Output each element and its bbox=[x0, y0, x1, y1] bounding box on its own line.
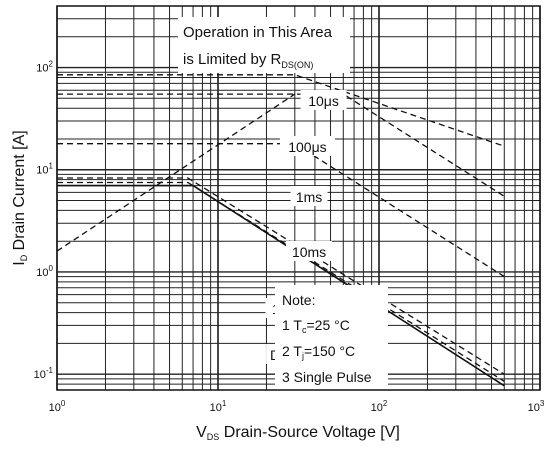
x-tick-label: 103 bbox=[528, 399, 545, 414]
segment-label-bg bbox=[279, 136, 335, 156]
limit-annotation-main: is Limited by R bbox=[183, 51, 282, 68]
note-main: 1 T bbox=[282, 317, 302, 333]
note-sub: c bbox=[302, 325, 307, 335]
note-rest: =150 °C bbox=[304, 343, 355, 359]
tick-exponent: 2 bbox=[383, 399, 388, 408]
note-sub: j bbox=[301, 351, 304, 361]
note-rest: =25 °C bbox=[306, 317, 349, 333]
tick-base: 10 bbox=[371, 402, 383, 414]
x-tick-label: 101 bbox=[210, 399, 227, 414]
series-line-100s bbox=[57, 93, 505, 197]
y-axis-label-main: I bbox=[11, 261, 28, 265]
series-line-10ms bbox=[57, 177, 505, 375]
series-line-1ms bbox=[57, 143, 505, 278]
x-axis-label-sub: DS bbox=[207, 432, 220, 442]
y-tick-label: 101 bbox=[36, 162, 53, 177]
series-line-rdsonlimit bbox=[56, 93, 296, 252]
segment-label-bg bbox=[286, 241, 333, 261]
note-line: 2 Tj=150 °C bbox=[282, 343, 355, 361]
note-line: 1 Tc=25 °C bbox=[282, 317, 350, 335]
x-axis-label: VDS Drain-Source Voltage [V] bbox=[196, 424, 400, 442]
segment-label-bg bbox=[300, 90, 347, 110]
segment-label-1ms: 1ms bbox=[296, 189, 322, 205]
tick-base: 10 bbox=[34, 369, 46, 381]
plot-frame bbox=[56, 5, 541, 391]
tick-exponent: 1 bbox=[49, 162, 54, 171]
y-axis-label: ID Drain Current [A] bbox=[11, 130, 29, 265]
notes-bg bbox=[275, 285, 388, 390]
tick-exponent: 3 bbox=[540, 399, 545, 408]
segment-label-bg bbox=[290, 186, 328, 206]
limit-annotation-line2: is Limited by RDS(ON) bbox=[183, 51, 313, 70]
segment-label-100μs: 100μs bbox=[288, 139, 326, 155]
tick-base: 10 bbox=[528, 402, 540, 414]
tick-base: 10 bbox=[36, 63, 48, 75]
note-line: 3 Single Pulse bbox=[282, 369, 372, 385]
limit-annotation-line1: Operation in This Area bbox=[183, 24, 333, 41]
tick-base: 10 bbox=[36, 165, 48, 177]
tick-base: 10 bbox=[210, 402, 222, 414]
limit-annotation-sub: DS(ON) bbox=[281, 60, 313, 70]
y-tick-label: 10-1 bbox=[34, 366, 54, 381]
x-axis-label-main: V bbox=[196, 424, 207, 441]
tick-exponent: 0 bbox=[49, 264, 54, 273]
y-axis-label-rest: Drain Current [A] bbox=[11, 130, 28, 254]
note-main: 2 T bbox=[282, 343, 302, 359]
note-line: Note: bbox=[282, 292, 315, 308]
series-line-dc bbox=[57, 184, 505, 387]
limit-annotation-bg bbox=[178, 17, 350, 73]
x-axis-label-rest: Drain-Source Voltage [V] bbox=[219, 424, 400, 441]
tick-base: 10 bbox=[49, 402, 61, 414]
note-main: 3 Single Pulse bbox=[282, 369, 372, 385]
notes: Note:1 Tc=25 °C2 Tj=150 °C3 Single Pulse bbox=[282, 292, 372, 385]
segment-label-10μs: 10μs bbox=[308, 93, 339, 109]
y-tick-label: 102 bbox=[36, 60, 53, 75]
tick-base: 10 bbox=[36, 267, 48, 279]
series-line-100ms bbox=[57, 181, 505, 382]
note-main: Note: bbox=[282, 292, 315, 308]
series-line-10s bbox=[57, 74, 505, 147]
x-tick-label: 102 bbox=[371, 399, 388, 414]
segment-label-10ms: 10ms bbox=[292, 244, 326, 260]
tick-exponent: 1 bbox=[222, 399, 227, 408]
x-tick-label: 100 bbox=[49, 399, 66, 414]
series-layer bbox=[56, 74, 505, 387]
y-axis-label-sub: D bbox=[19, 254, 29, 261]
tick-exponent: 0 bbox=[61, 399, 66, 408]
tick-exponent: -1 bbox=[46, 366, 54, 375]
y-tick-label: 100 bbox=[36, 264, 53, 279]
tick-exponent: 2 bbox=[49, 60, 54, 69]
